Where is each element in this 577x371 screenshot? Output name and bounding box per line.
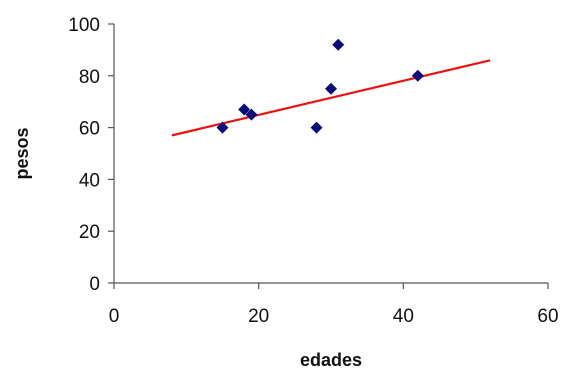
data-point — [310, 121, 323, 134]
x-tick-label: 40 — [393, 306, 414, 327]
x-axis-ticks: 0 20 40 60 — [109, 283, 559, 327]
x-axis-title: edades — [300, 350, 362, 370]
y-tick-label: 20 — [79, 222, 100, 243]
y-tick-label: 0 — [89, 274, 100, 295]
y-tick-label: 100 — [68, 15, 100, 36]
y-axis-title: pesos — [12, 127, 32, 179]
y-axis-ticks: 0 20 40 60 80 100 — [68, 15, 114, 295]
data-point — [245, 108, 258, 121]
y-tick-label: 60 — [79, 119, 100, 140]
data-point — [411, 69, 424, 82]
x-tick-label: 0 — [109, 306, 120, 327]
data-point — [332, 38, 345, 51]
data-point — [238, 103, 251, 116]
data-point — [216, 121, 229, 134]
axes — [113, 24, 548, 284]
data-point — [325, 82, 337, 95]
trendline — [171, 59, 491, 137]
y-tick-label: 40 — [79, 170, 100, 191]
y-tick-label: 80 — [79, 67, 100, 88]
x-tick-label: 20 — [248, 306, 269, 327]
trendline-layer — [171, 59, 491, 137]
data-points — [216, 38, 424, 134]
x-tick-label: 60 — [537, 306, 558, 327]
